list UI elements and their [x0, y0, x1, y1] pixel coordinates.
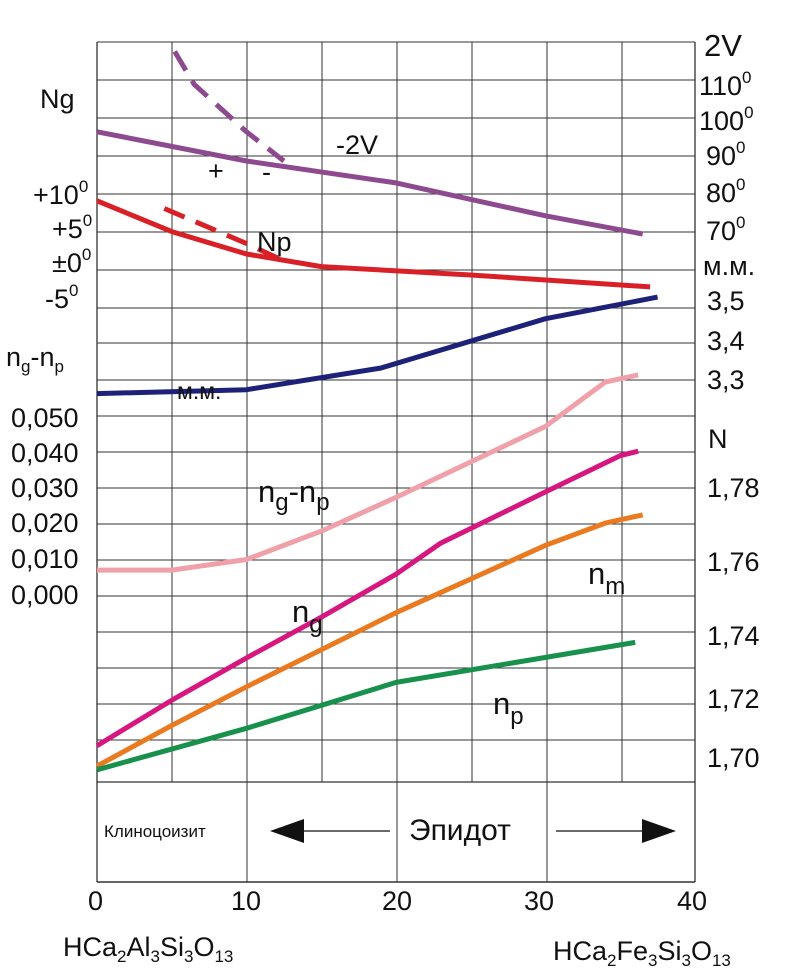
epidote-region-label: Эпидот [409, 814, 511, 847]
density-axis-label: м.м. [703, 251, 755, 281]
nm-curve-label: nm [588, 556, 625, 600]
series-lines [95, 50, 659, 773]
birefringence-curve-label: ng-np [258, 474, 330, 516]
density-tick-label: 3,4 [707, 326, 745, 356]
index-tick-label: 1,78 [707, 473, 760, 503]
index-axis-label: N [708, 424, 728, 454]
x-tick-label: 0 [88, 886, 103, 916]
birefringence-tick-label: 0,030 [11, 473, 79, 503]
birefringence-axis-label: ng-np [6, 342, 64, 376]
minus-sign-label: - [262, 157, 271, 187]
series-line-density [96, 294, 659, 397]
series-line-Np [96, 198, 651, 290]
series-line-np [96, 639, 636, 773]
birefringence-tick-label: 0,050 [11, 403, 79, 433]
left-endmember-formula: HCa2Al3Si3O13 [63, 932, 233, 966]
right-arrowhead [642, 819, 676, 843]
twoV-tick-label: 700 [706, 213, 746, 246]
np-index-curve-label: np [493, 686, 524, 730]
density-tick-label: 3,3 [707, 365, 745, 395]
twoV-tick-label: 1000 [699, 103, 754, 136]
index-tick-label: 1,76 [707, 547, 760, 577]
minus-2v-label: -2V [336, 130, 378, 160]
series-line-ng [95, 448, 639, 748]
angle-tick-label: ±00 [52, 245, 91, 278]
series-line-Np-dashed [163, 206, 285, 264]
x-tick-label: 30 [524, 886, 554, 916]
series-line-birefringence [97, 372, 639, 573]
right-arrow [556, 819, 676, 843]
np-curve-label: Np [257, 227, 292, 257]
series-line-twoV [96, 129, 644, 237]
density-tick-label: 3,5 [707, 286, 745, 316]
angle-tick-label: +100 [33, 177, 88, 210]
birefringence-tick-label: 0,040 [11, 438, 79, 468]
twoV-tick-label: 900 [706, 138, 746, 171]
index-tick-label: 1,70 [707, 743, 760, 773]
x-tick-label: 20 [382, 886, 412, 916]
twoV-axis-label: 2V [704, 28, 742, 63]
density-curve-label: м.м. [177, 378, 221, 404]
x-tick-label: 40 [677, 886, 707, 916]
density-tick-labels: 3,5 3,4 3,3 [707, 286, 745, 395]
twoV-tick-labels: 1100 1000 900 800 700 [699, 68, 754, 246]
angle-tick-labels: +100 +50 ±00 -50 [33, 177, 92, 314]
series-line-twoV-dashed [172, 50, 286, 163]
clinozoisite-region-label: Клиноцоизит [104, 822, 206, 841]
index-tick-label: 1,74 [707, 621, 760, 651]
series-line-nm [95, 512, 644, 769]
twoV-tick-label: 800 [706, 175, 746, 208]
grid-lines [96, 41, 696, 883]
birefringence-tick-label: 0,020 [11, 508, 79, 538]
birefringence-tick-label: 0,010 [11, 544, 79, 574]
x-tick-label: 10 [231, 886, 261, 916]
twoV-tick-label: 1100 [699, 68, 752, 101]
right-endmember-formula: HCa2Fe3Si3O13 [553, 936, 731, 970]
plus-sign-label: + [208, 156, 224, 186]
left-arrowhead [270, 819, 304, 843]
x-tick-labels: 0 10 20 30 40 [88, 886, 707, 916]
ng-curve-label: ng [292, 594, 323, 638]
index-tick-label: 1,72 [707, 684, 760, 714]
left-arrow [270, 819, 390, 843]
angle-tick-label: +50 [52, 211, 92, 244]
birefringence-tick-labels: 0,050 0,040 0,030 0,020 0,010 0,000 [11, 403, 79, 610]
ng-axis-label: Ng [40, 84, 75, 114]
angle-tick-label: -50 [45, 281, 78, 314]
index-tick-labels: 1,78 1,76 1,74 1,72 1,70 [707, 473, 760, 773]
birefringence-tick-label: 0,000 [11, 580, 79, 610]
